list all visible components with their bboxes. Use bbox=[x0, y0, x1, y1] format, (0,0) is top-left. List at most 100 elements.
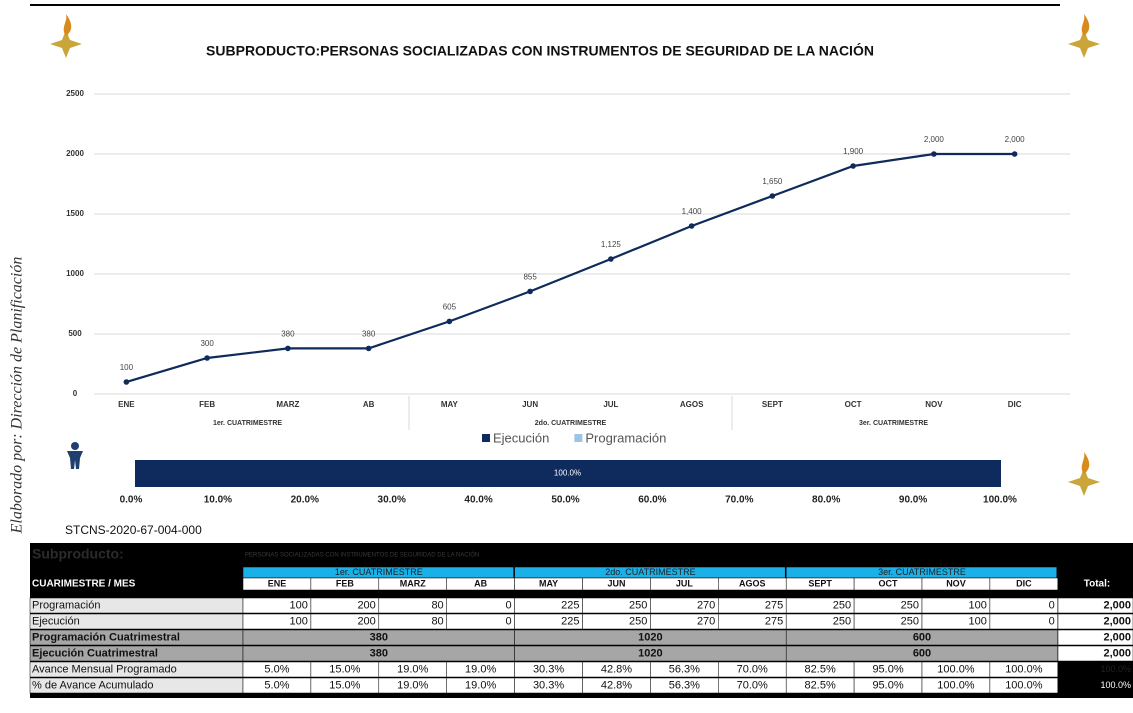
table-value: 95.0% bbox=[872, 663, 903, 675]
y-tick-label: 1500 bbox=[66, 209, 84, 218]
group-label: 2do. CUATRIMESTRE bbox=[535, 420, 607, 427]
y-tick-label: 2000 bbox=[66, 149, 84, 158]
data-label: 2,000 bbox=[924, 135, 945, 144]
table-value: 100.0% bbox=[937, 663, 975, 675]
x-tick-label: NOV bbox=[925, 400, 943, 409]
point bbox=[608, 256, 614, 262]
legend-label: Programación bbox=[585, 430, 666, 445]
month-header-cell bbox=[989, 577, 1059, 591]
table-value: 80 bbox=[431, 615, 443, 627]
table-value: 250 bbox=[833, 615, 851, 627]
x-tick-label: 50.0% bbox=[551, 495, 579, 506]
code: STCNS-2020-67-004-000 bbox=[65, 523, 202, 537]
table-value: 19.0% bbox=[465, 679, 496, 691]
group-header: 2do. CUATRIMESTRE bbox=[605, 567, 695, 577]
month-header: SEPT bbox=[808, 578, 832, 588]
x-tick-label: 10.0% bbox=[204, 495, 232, 506]
chart-title: SUBPRODUCTO:PERSONAS SOCIALIZADAS CON IN… bbox=[206, 42, 874, 59]
subproducto-label: Subproducto: bbox=[32, 546, 124, 562]
table-value: 70.0% bbox=[737, 663, 768, 675]
total-header: Total: bbox=[1084, 579, 1110, 590]
person-icon bbox=[67, 442, 83, 469]
x-tick-label: JUL bbox=[603, 400, 618, 409]
month-header: JUN bbox=[607, 578, 625, 588]
table-value: 100.0% bbox=[1005, 679, 1043, 691]
group-header: 1er. CUATRIMESTRE bbox=[335, 567, 423, 577]
table-value: 250 bbox=[901, 599, 919, 611]
total-cell bbox=[1057, 661, 1133, 678]
data-label: 1,900 bbox=[843, 147, 864, 156]
total-value: 2,000 bbox=[1103, 647, 1131, 659]
table-cell bbox=[446, 613, 515, 630]
total-cell bbox=[1057, 613, 1133, 630]
table-value: 100.0% bbox=[1005, 663, 1043, 675]
data-label: 380 bbox=[362, 330, 376, 339]
x-tick-label: DIC bbox=[1008, 400, 1022, 409]
table-value: 100.0% bbox=[937, 679, 975, 691]
table-value: 200 bbox=[357, 599, 375, 611]
point bbox=[688, 223, 695, 229]
x-tick-label: 100.0% bbox=[983, 495, 1017, 506]
month-header: DIC bbox=[1016, 578, 1032, 588]
table-value: 380 bbox=[370, 631, 388, 643]
table-value: 250 bbox=[901, 615, 919, 627]
legend-swatch bbox=[574, 434, 583, 442]
point bbox=[527, 288, 533, 295]
table-value: 275 bbox=[765, 599, 783, 611]
table-value: 56.3% bbox=[669, 663, 700, 675]
x-tick-label: MARZ bbox=[276, 400, 299, 409]
data-label: 855 bbox=[523, 273, 537, 282]
logo bbox=[1068, 14, 1100, 58]
row-label: Programación Cuatrimestral bbox=[32, 631, 180, 643]
logo bbox=[50, 14, 82, 58]
table-value: 56.3% bbox=[669, 679, 700, 691]
total-cell bbox=[1057, 677, 1133, 694]
table-value: 380 bbox=[370, 647, 388, 659]
data-label: 1,650 bbox=[762, 177, 783, 186]
data-label: 2,000 bbox=[1005, 135, 1026, 144]
total-value: 100.0% bbox=[1100, 680, 1131, 690]
month-header: MAY bbox=[539, 578, 558, 588]
x-tick-label: 70.0% bbox=[725, 495, 753, 506]
table-value: 600 bbox=[913, 631, 931, 643]
table-value: 15.0% bbox=[329, 679, 360, 691]
table-value: 0 bbox=[1049, 599, 1055, 611]
row-label: % de Avance Acumulado bbox=[32, 679, 154, 691]
table-value: 600 bbox=[913, 647, 931, 659]
month-header: OCT bbox=[879, 578, 899, 588]
table-value: 1020 bbox=[638, 647, 662, 659]
x-tick-label: SEPT bbox=[762, 400, 783, 409]
table-value: 5.0% bbox=[264, 663, 289, 675]
month-header: ENE bbox=[268, 578, 287, 588]
table-value: 5.0% bbox=[264, 679, 289, 691]
table-cell bbox=[989, 597, 1059, 614]
top-rule bbox=[30, 4, 1060, 6]
table-value: 270 bbox=[697, 599, 715, 611]
point bbox=[446, 318, 453, 325]
point bbox=[769, 193, 776, 199]
total-value: 100.0% bbox=[1100, 664, 1131, 674]
table-value: 70.0% bbox=[737, 679, 768, 691]
table-value: 270 bbox=[697, 615, 715, 627]
total-cell bbox=[1057, 629, 1133, 646]
x-tick-label: 80.0% bbox=[812, 495, 840, 506]
table-value: 250 bbox=[629, 615, 647, 627]
table-value: 1020 bbox=[638, 631, 662, 643]
table-value: 100 bbox=[290, 615, 308, 627]
x-tick-label: 30.0% bbox=[378, 495, 406, 506]
table-value: 0 bbox=[505, 615, 511, 627]
x-tick-label: 40.0% bbox=[464, 495, 492, 506]
legend-swatch bbox=[482, 434, 490, 442]
y-tick-label: 2500 bbox=[66, 89, 84, 98]
group-label: 1er. CUATRIMESTRE bbox=[213, 420, 282, 427]
x-tick-label: FEB bbox=[199, 400, 215, 409]
point bbox=[365, 345, 372, 352]
x-tick-label: 20.0% bbox=[291, 495, 319, 506]
point bbox=[123, 379, 130, 385]
table-value: 80 bbox=[431, 599, 443, 611]
x-tick-label: 0.0% bbox=[120, 495, 143, 506]
table-value: 30.3% bbox=[533, 679, 564, 691]
month-header: AB bbox=[474, 578, 487, 588]
data-label: 100 bbox=[120, 363, 134, 372]
table-value: 250 bbox=[833, 599, 851, 611]
